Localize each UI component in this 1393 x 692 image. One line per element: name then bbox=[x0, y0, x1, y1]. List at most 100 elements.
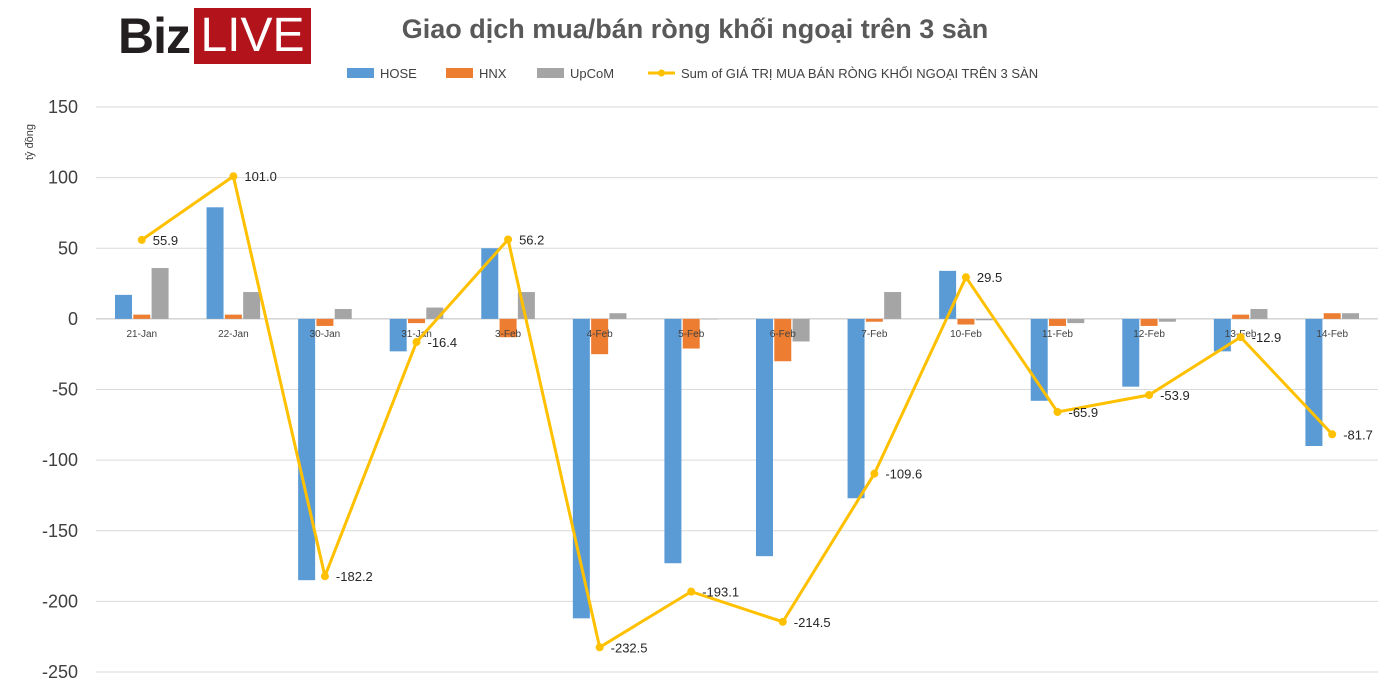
bar-upcom bbox=[426, 307, 444, 319]
bar-hose bbox=[939, 270, 957, 319]
y-tick-label: -200 bbox=[42, 591, 78, 611]
bar-hose bbox=[572, 318, 590, 619]
bar-hose bbox=[114, 294, 132, 319]
x-axis-ticks: 21-Jan 22-Jan 30-Jan 31-Jan 3-Feb 4-Feb 5-Feb 6… bbox=[126, 329, 1348, 340]
line-point bbox=[778, 617, 787, 626]
data-label: -193.1 bbox=[702, 585, 739, 600]
bar-hnx bbox=[957, 318, 975, 325]
data-label: -232.5 bbox=[611, 640, 648, 655]
sum-line-series bbox=[137, 172, 1337, 652]
data-label: 29.5 bbox=[977, 270, 1002, 285]
line-point bbox=[687, 587, 696, 596]
legend-swatch bbox=[446, 68, 473, 78]
chart-legend: HOSE HNX UpCoM Sum of GIÁ TRỊ MUA BÁN RÒNG … bbox=[347, 66, 1038, 81]
bar-upcom bbox=[1067, 318, 1085, 324]
y-tick-label: 100 bbox=[48, 168, 78, 188]
data-label: -214.5 bbox=[794, 615, 831, 630]
bar-upcom bbox=[701, 318, 719, 320]
bar-upcom bbox=[1250, 308, 1268, 319]
x-tick-label: 12-Feb bbox=[1133, 329, 1165, 340]
y-tick-label: -150 bbox=[42, 521, 78, 541]
bar-hnx bbox=[865, 318, 883, 322]
line-point bbox=[320, 572, 329, 581]
bar-hose bbox=[1122, 318, 1140, 387]
bizlive-logo: Biz LIVE bbox=[112, 8, 311, 64]
bar-upcom bbox=[1158, 318, 1176, 322]
x-tick-label: 10-Feb bbox=[950, 329, 982, 340]
bar-hose bbox=[755, 318, 773, 557]
x-tick-label: 5-Feb bbox=[678, 329, 705, 340]
y-tick-label: 150 bbox=[48, 97, 78, 117]
line-point bbox=[229, 172, 238, 181]
logo-live-text: LIVE bbox=[194, 8, 311, 64]
data-label: 101.0 bbox=[244, 169, 277, 184]
bar-upcom bbox=[151, 268, 169, 319]
line-point bbox=[870, 469, 879, 478]
bar-hnx bbox=[1049, 318, 1066, 326]
bar-upcom bbox=[1342, 313, 1360, 319]
legend-label: HOSE bbox=[380, 66, 417, 81]
data-label: -65.9 bbox=[1069, 405, 1099, 420]
bar-hose bbox=[1213, 318, 1231, 352]
y-tick-label: -250 bbox=[42, 662, 78, 682]
legend-swatch bbox=[537, 68, 564, 78]
bar-hnx bbox=[499, 318, 517, 338]
bar-hnx bbox=[316, 318, 334, 326]
x-tick-label: 14-Feb bbox=[1316, 329, 1348, 340]
y-tick-label: -100 bbox=[42, 450, 78, 470]
legend-label: HNX bbox=[479, 66, 507, 81]
bar-hose bbox=[389, 318, 407, 352]
y-tick-label: 0 bbox=[68, 309, 78, 329]
data-label: -109.6 bbox=[885, 467, 922, 482]
bar-upcom bbox=[609, 313, 627, 319]
data-labels: 55.9 101.0 -182.2 -16.4 56.2 -232.5 -193.1 -214… bbox=[153, 169, 1373, 655]
line-point bbox=[595, 643, 604, 652]
line-point bbox=[1053, 407, 1062, 416]
chart-bars bbox=[114, 207, 1360, 619]
data-label: -182.2 bbox=[336, 569, 373, 584]
bar-hnx bbox=[1140, 318, 1158, 326]
x-tick-label: 6-Feb bbox=[770, 329, 797, 340]
legend-marker bbox=[658, 69, 665, 77]
bar-hnx bbox=[1323, 313, 1341, 319]
bar-hnx bbox=[591, 318, 609, 355]
x-tick-label: 21-Jan bbox=[126, 329, 157, 340]
data-label: -12.9 bbox=[1252, 330, 1282, 345]
y-tick-label: 50 bbox=[58, 238, 78, 258]
legend-label: UpCoM bbox=[570, 66, 614, 81]
data-label: 56.2 bbox=[519, 232, 544, 247]
logo-biz-text: Biz bbox=[118, 8, 191, 64]
x-tick-label: 22-Jan bbox=[218, 329, 249, 340]
line-point bbox=[1328, 430, 1337, 439]
line-point bbox=[961, 273, 970, 282]
x-tick-label: 4-Feb bbox=[587, 329, 614, 340]
y-tick-label: -50 bbox=[52, 380, 78, 400]
x-tick-label: 11-Feb bbox=[1042, 329, 1073, 340]
sum-line bbox=[140, 174, 1334, 649]
data-label: -81.7 bbox=[1343, 427, 1373, 442]
line-point bbox=[137, 235, 146, 244]
y-axis: 150 100 50 0 -50 -100 -150 -200 -250 bbox=[42, 97, 78, 682]
bar-upcom bbox=[792, 318, 810, 342]
bar-hnx bbox=[133, 314, 151, 319]
line-point bbox=[504, 235, 513, 244]
y-axis-label: tỷ đồng bbox=[24, 124, 36, 160]
line-point bbox=[412, 338, 421, 347]
legend-label: Sum of GIÁ TRỊ MUA BÁN RÒNG KHỐI NGOẠI T… bbox=[681, 66, 1038, 81]
bar-upcom bbox=[243, 292, 261, 319]
bar-hose bbox=[298, 318, 316, 581]
x-tick-label: 7-Feb bbox=[861, 329, 888, 340]
bar-hnx bbox=[682, 318, 700, 349]
data-label: 55.9 bbox=[153, 233, 178, 248]
bar-hose bbox=[664, 318, 682, 564]
bar-upcom bbox=[334, 308, 352, 319]
line-point bbox=[1236, 333, 1245, 342]
data-label: -16.4 bbox=[428, 335, 458, 350]
bar-hnx bbox=[774, 318, 792, 362]
bar-hnx bbox=[1232, 314, 1250, 319]
bar-upcom bbox=[884, 292, 902, 319]
bar-hnx bbox=[408, 318, 425, 324]
bar-upcom bbox=[975, 318, 993, 321]
legend-swatch bbox=[347, 68, 374, 78]
